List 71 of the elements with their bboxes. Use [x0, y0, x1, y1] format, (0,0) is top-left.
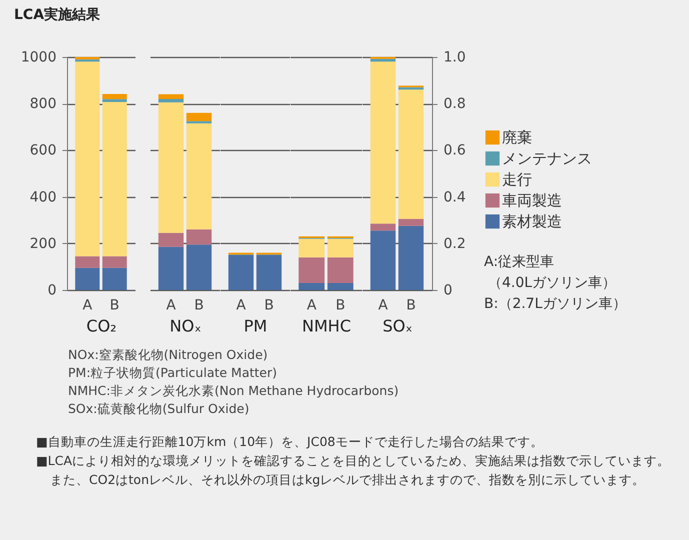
y2-tick-label: 1.0	[444, 50, 466, 66]
x-tick-label: B	[406, 298, 416, 314]
y-tick-label: 800	[30, 96, 56, 112]
bar	[327, 283, 354, 290]
x-axis-title: NOₓ	[170, 316, 202, 336]
y-tick-label: 1000	[20, 50, 56, 66]
text: ■自動車の生涯走行距離10万km（10年）を、JC08モードで走行した場合の結果です。	[36, 433, 544, 451]
bar	[186, 244, 212, 290]
x-tick-label: B	[264, 298, 274, 314]
x-tick-label: B	[110, 298, 120, 314]
bar	[158, 232, 184, 247]
x-tick-label: B	[336, 298, 346, 314]
bar	[102, 268, 127, 290]
bar	[298, 238, 325, 258]
bar	[102, 256, 127, 268]
bar	[102, 99, 127, 102]
legend-label: 廃棄	[502, 128, 532, 146]
x-tick-label: A	[82, 298, 93, 314]
bar	[158, 98, 184, 102]
legend-label: 走行	[502, 170, 532, 188]
bar	[370, 62, 396, 224]
text: ■LCAにより相対的な環境メリットを確認することを目的としているため、実施結果は指数で示しています。また、CO2はtonレベル、それ以外の項目はkgレベルで排出されますので、指数を別に示しています。	[36, 452, 672, 489]
x-axis-title: SOₓ	[382, 316, 412, 336]
bar	[298, 283, 325, 290]
y-tick-label: 0	[48, 282, 56, 298]
bar	[327, 238, 354, 258]
text: SOx:硫黄酸化物(Sulfur Oxide)	[68, 400, 250, 418]
legend-label: 車両製造	[502, 192, 562, 210]
bar	[398, 218, 424, 226]
x-axis-title: NMHC	[302, 316, 351, 336]
bar	[398, 226, 424, 290]
x-axis-title: PM	[244, 316, 268, 336]
y2-tick-label: 0.6	[444, 142, 466, 159]
y2-tick-label: 0	[444, 282, 452, 298]
x-tick-label: A	[306, 298, 317, 314]
text: PM:粒子状物質(Particulate Matter)	[68, 364, 278, 382]
x-tick-label: A	[378, 298, 388, 314]
y2-tick-label: 0.8	[444, 96, 466, 112]
text: （4.0Lガソリン車）	[487, 274, 618, 293]
bar	[370, 224, 396, 231]
y-tick-label: 200	[30, 236, 56, 252]
bar	[102, 94, 127, 100]
bar	[370, 230, 396, 290]
x-tick-label: A	[236, 298, 246, 314]
y-tick-label: 400	[30, 189, 56, 206]
bar	[398, 90, 424, 219]
bar	[75, 268, 100, 290]
chart-title: LCA実施結果	[14, 6, 100, 24]
text: B:（2.7Lガソリン車）	[484, 295, 626, 314]
legend-label: 素材製造	[502, 212, 562, 230]
bar	[75, 256, 100, 268]
bar	[327, 257, 354, 284]
y2-tick-label: 0.4	[444, 189, 466, 206]
x-tick-label: A	[166, 298, 176, 314]
y2-tick-label: 0.2	[444, 236, 466, 252]
bar	[158, 246, 184, 290]
text: NOx:窒素酸化物(Nitrogen Oxide)	[68, 346, 269, 364]
y-tick-label: 600	[30, 142, 56, 159]
legend-label: メンテナンス	[502, 150, 592, 168]
x-axis-title: CO₂	[86, 316, 117, 336]
text: A:従来型車	[484, 253, 556, 272]
bar	[158, 94, 184, 99]
bar	[158, 102, 184, 233]
bar	[102, 102, 127, 256]
bar	[75, 62, 100, 256]
bar	[186, 229, 212, 245]
bar	[186, 123, 212, 230]
bar	[298, 257, 325, 284]
x-tick-label: B	[194, 298, 204, 314]
text: NMHC:非メタン炭化水素(Non Methane Hydrocarbons)	[68, 382, 399, 400]
bar	[186, 112, 212, 122]
